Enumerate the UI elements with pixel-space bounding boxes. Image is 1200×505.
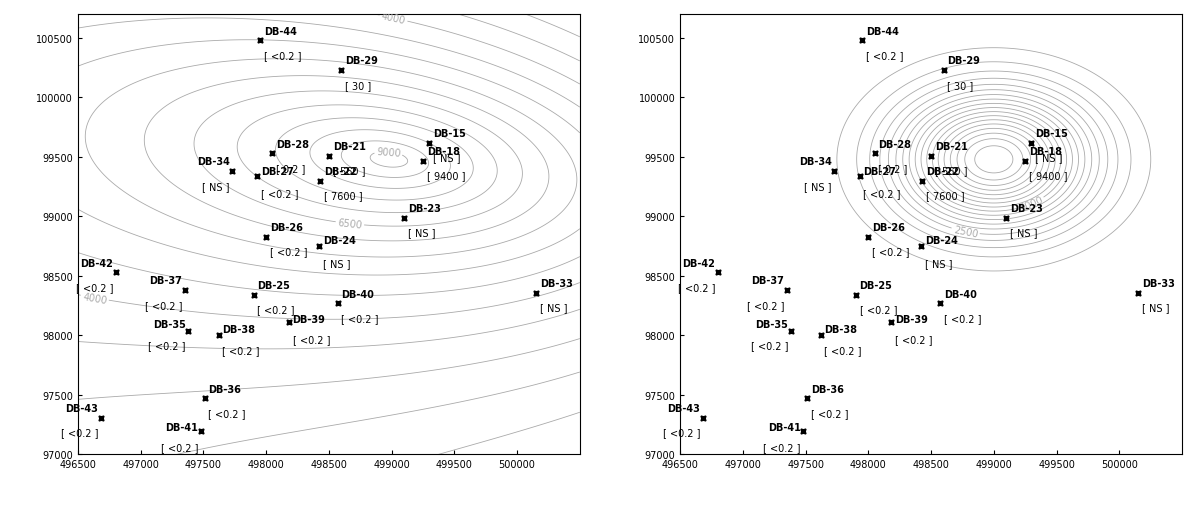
Text: 4000: 4000 [82, 291, 108, 305]
Text: DB-25: DB-25 [859, 281, 893, 291]
Text: [ <0.2 ]: [ <0.2 ] [161, 442, 198, 452]
Text: DB-35: DB-35 [755, 320, 788, 330]
Text: [ 7600 ]: [ 7600 ] [324, 191, 362, 201]
Text: [ <0.2 ]: [ <0.2 ] [859, 305, 898, 315]
Text: [ <0.2 ]: [ <0.2 ] [222, 345, 259, 355]
Text: [ <0.2 ]: [ <0.2 ] [866, 51, 904, 61]
Text: [ <0.2 ]: [ <0.2 ] [76, 282, 113, 292]
Text: [ NS ]: [ NS ] [203, 181, 229, 191]
Text: [ 30 ]: [ 30 ] [947, 80, 973, 90]
Text: [ <0.2 ]: [ <0.2 ] [811, 408, 848, 418]
Text: DB-29: DB-29 [947, 56, 980, 66]
Text: DB-26: DB-26 [872, 223, 905, 232]
Text: DB-15: DB-15 [1036, 129, 1068, 139]
Text: [ <0.2 ]: [ <0.2 ] [342, 313, 379, 323]
Text: DB-41: DB-41 [166, 422, 198, 432]
Text: [ <0.2 ]: [ <0.2 ] [763, 442, 800, 452]
Text: DB-42: DB-42 [80, 258, 113, 268]
Text: DB-38: DB-38 [222, 325, 256, 335]
Text: [ <0.2 ]: [ <0.2 ] [293, 335, 330, 344]
Text: DB-23: DB-23 [1010, 204, 1043, 214]
Text: [ <0.2 ]: [ <0.2 ] [863, 188, 901, 198]
Text: [ NS ]: [ NS ] [804, 181, 832, 191]
Text: [ <0.2 ]: [ <0.2 ] [270, 247, 307, 257]
Text: [ <0.2 ]: [ <0.2 ] [262, 188, 299, 198]
Text: DB-41: DB-41 [768, 422, 800, 432]
Text: DB-18: DB-18 [427, 146, 460, 157]
Text: DB-36: DB-36 [811, 384, 844, 394]
Text: [ <0.2 ]: [ <0.2 ] [872, 247, 910, 257]
Text: DB-35: DB-35 [154, 320, 186, 330]
Text: DB-43: DB-43 [667, 403, 701, 413]
Text: [ 0.2 ]: [ 0.2 ] [276, 164, 306, 174]
Text: DB-28: DB-28 [276, 139, 310, 149]
Text: [ <0.2 ]: [ <0.2 ] [209, 408, 246, 418]
Text: DB-23: DB-23 [408, 204, 440, 214]
Text: 6500: 6500 [337, 218, 362, 230]
Text: DB-28: DB-28 [878, 139, 911, 149]
Text: DB-33: DB-33 [1142, 278, 1175, 288]
Text: DB-22: DB-22 [324, 167, 356, 177]
Text: [ NS ]: [ NS ] [925, 259, 953, 269]
Text: DB-39: DB-39 [293, 314, 325, 324]
Text: [ <0.2 ]: [ <0.2 ] [750, 340, 788, 350]
Text: DB-27: DB-27 [262, 167, 294, 177]
Text: DB-15: DB-15 [433, 129, 466, 139]
Text: [ NS ]: [ NS ] [323, 259, 350, 269]
Text: [ NS ]: [ NS ] [433, 153, 461, 163]
Text: 2500: 2500 [953, 225, 979, 239]
Text: [ 0.2 ]: [ 0.2 ] [878, 164, 907, 174]
Text: [ <0.2 ]: [ <0.2 ] [746, 300, 785, 310]
Text: [ <0.2 ]: [ <0.2 ] [662, 427, 701, 437]
Text: [ NS ]: [ NS ] [1010, 228, 1038, 238]
Text: DB-33: DB-33 [540, 278, 572, 288]
Text: DB-37: DB-37 [751, 276, 785, 286]
Text: DB-40: DB-40 [943, 289, 977, 299]
Text: DB-21: DB-21 [332, 142, 366, 151]
Text: [ 560 ]: [ 560 ] [935, 166, 967, 176]
Text: 5000: 5000 [1018, 195, 1044, 214]
Text: DB-21: DB-21 [935, 142, 967, 151]
Text: DB-42: DB-42 [683, 258, 715, 268]
Text: [ NS ]: [ NS ] [540, 302, 568, 313]
Text: DB-25: DB-25 [257, 281, 290, 291]
Text: [ <0.2 ]: [ <0.2 ] [257, 305, 295, 315]
Text: [ <0.2 ]: [ <0.2 ] [145, 300, 182, 310]
Text: DB-29: DB-29 [346, 56, 378, 66]
Text: [ <0.2 ]: [ <0.2 ] [264, 51, 301, 61]
Text: [ 9400 ]: [ 9400 ] [1028, 171, 1068, 181]
Text: DB-40: DB-40 [342, 289, 374, 299]
Text: DB-27: DB-27 [863, 167, 896, 177]
Text: DB-24: DB-24 [925, 235, 958, 245]
Text: DB-34: DB-34 [799, 157, 832, 167]
Text: [ 9400 ]: [ 9400 ] [427, 171, 466, 181]
Text: DB-36: DB-36 [209, 384, 241, 394]
Text: DB-43: DB-43 [65, 403, 98, 413]
Text: [ 30 ]: [ 30 ] [346, 80, 372, 90]
Text: DB-44: DB-44 [866, 27, 899, 36]
Text: [ NS ]: [ NS ] [408, 228, 436, 238]
Text: 4000: 4000 [380, 12, 407, 26]
Text: DB-18: DB-18 [1028, 146, 1062, 157]
Text: [ NS ]: [ NS ] [1036, 153, 1063, 163]
Text: DB-38: DB-38 [824, 325, 858, 335]
Text: [ <0.2 ]: [ <0.2 ] [824, 345, 862, 355]
Text: DB-22: DB-22 [926, 167, 959, 177]
Text: [ <0.2 ]: [ <0.2 ] [943, 313, 982, 323]
Text: [ 7600 ]: [ 7600 ] [926, 191, 965, 201]
Text: [ <0.2 ]: [ <0.2 ] [149, 340, 186, 350]
Text: [ <0.2 ]: [ <0.2 ] [895, 335, 932, 344]
Text: DB-44: DB-44 [264, 27, 296, 36]
Text: [ <0.2 ]: [ <0.2 ] [60, 427, 98, 437]
Text: DB-34: DB-34 [197, 157, 229, 167]
Text: [ 560 ]: [ 560 ] [332, 166, 365, 176]
Text: 9000: 9000 [376, 146, 401, 158]
Text: [ NS ]: [ NS ] [1142, 302, 1169, 313]
Text: [ <0.2 ]: [ <0.2 ] [678, 282, 715, 292]
Text: DB-26: DB-26 [270, 223, 302, 232]
Text: DB-24: DB-24 [323, 235, 355, 245]
Text: DB-39: DB-39 [895, 314, 928, 324]
Text: DB-37: DB-37 [149, 276, 182, 286]
